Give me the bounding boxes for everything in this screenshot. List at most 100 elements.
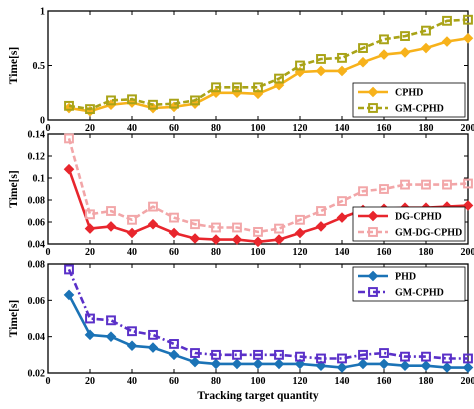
data-point [463, 353, 473, 364]
data-point [463, 14, 473, 25]
data-point [442, 353, 452, 364]
x-tick-label: 180 [419, 247, 434, 258]
y-tick-label: 0.06 [28, 296, 46, 307]
series-group [63, 133, 474, 248]
data-point [399, 47, 411, 58]
data-point [211, 222, 221, 233]
data-point [378, 358, 390, 370]
legend-label: GM-DG-CPHD [395, 228, 462, 239]
data-point [148, 201, 158, 212]
legend-label: CPHD [395, 88, 423, 99]
data-point [190, 95, 200, 106]
y-tick-label: 0.12 [28, 152, 46, 163]
data-point [190, 219, 200, 230]
y-axis-label: Time[s] [8, 47, 20, 84]
legend-label: PHD [395, 272, 416, 283]
data-point [336, 65, 348, 77]
data-point [379, 348, 389, 358]
data-point [400, 179, 410, 190]
data-point [127, 214, 137, 225]
x-tick-label: 180 [419, 376, 434, 387]
data-point [232, 222, 242, 233]
data-point [64, 264, 74, 275]
data-point [295, 214, 305, 225]
data-point [379, 34, 389, 45]
data-point [105, 331, 117, 342]
legend-entry: GM-CPHD [358, 287, 444, 299]
data-point [316, 353, 326, 364]
legend: PHD GM-CPHD [352, 266, 466, 302]
data-point [378, 49, 390, 60]
data-point [169, 212, 179, 223]
data-point [274, 73, 284, 84]
data-point [421, 25, 431, 36]
x-tick-label: 160 [377, 376, 392, 387]
data-point [400, 351, 410, 362]
data-point [126, 340, 138, 352]
data-point [295, 351, 305, 362]
data-point [316, 54, 326, 64]
data-point [462, 362, 474, 373]
data-point [63, 163, 75, 175]
series-phd [63, 289, 474, 373]
data-point [420, 42, 432, 54]
data-point [63, 289, 75, 301]
x-tick-label: 100 [251, 376, 266, 387]
data-point [358, 43, 368, 53]
x-tick-label: 0 [46, 376, 51, 387]
legend: DG-CPHD GM-DG-CPHD [352, 206, 466, 242]
legend-entry: CPHD [358, 86, 423, 99]
data-point [358, 186, 368, 197]
data-point [421, 179, 431, 190]
data-point [106, 95, 116, 106]
tick-labels: 0 20 40 60 80 100 120 140 160 180 200 0.04 0.06 0.08 0… [28, 130, 474, 259]
data-point [211, 82, 221, 93]
x-tick-label: 180 [419, 123, 434, 134]
x-tick-label: 20 [85, 123, 95, 134]
y-tick-label: 0.5 [33, 61, 46, 72]
y-tick-label: 0.14 [28, 130, 46, 141]
data-point [336, 362, 348, 373]
legend-label: DG-CPHD [395, 212, 442, 223]
data-point [210, 234, 222, 245]
data-point [189, 233, 201, 244]
data-point [399, 360, 411, 372]
data-point [337, 353, 347, 364]
x-tick-label: 120 [293, 376, 308, 387]
x-tick-label: 0 [46, 247, 51, 258]
series-group [63, 264, 474, 373]
data-point [85, 209, 95, 220]
x-tick-label: 100 [251, 123, 266, 134]
data-point [64, 100, 74, 111]
y-tick-label: 0.04 [28, 240, 46, 251]
data-point [421, 351, 431, 362]
data-point [127, 326, 137, 337]
data-point [357, 56, 369, 68]
y-tick-label: 0.06 [28, 218, 46, 229]
data-point [337, 196, 347, 207]
data-point [252, 236, 264, 248]
data-point [337, 52, 347, 63]
x-tick-label: 140 [335, 247, 350, 258]
x-tick-label: 80 [211, 376, 221, 387]
tick-marks [47, 10, 469, 121]
data-point [441, 362, 453, 373]
y-tick-label: 0.02 [28, 369, 46, 380]
legend: CPHD GM-CPHD [352, 82, 466, 118]
series-gm-cphd [64, 14, 473, 115]
x-tick-label: 0 [46, 123, 51, 134]
x-tick-label: 160 [377, 123, 392, 134]
data-point [294, 227, 306, 239]
data-point [253, 349, 263, 360]
data-point [147, 218, 159, 230]
x-tick-label: 80 [211, 123, 221, 134]
legend-marker [367, 86, 379, 98]
legend-marker [368, 227, 378, 237]
y-tick-label: 0.04 [28, 332, 46, 343]
data-point [168, 349, 180, 361]
data-point [273, 358, 285, 370]
data-point [126, 227, 138, 239]
legend-entry: PHD [358, 270, 416, 283]
x-tick-label: 20 [85, 376, 95, 387]
data-point [358, 349, 368, 360]
